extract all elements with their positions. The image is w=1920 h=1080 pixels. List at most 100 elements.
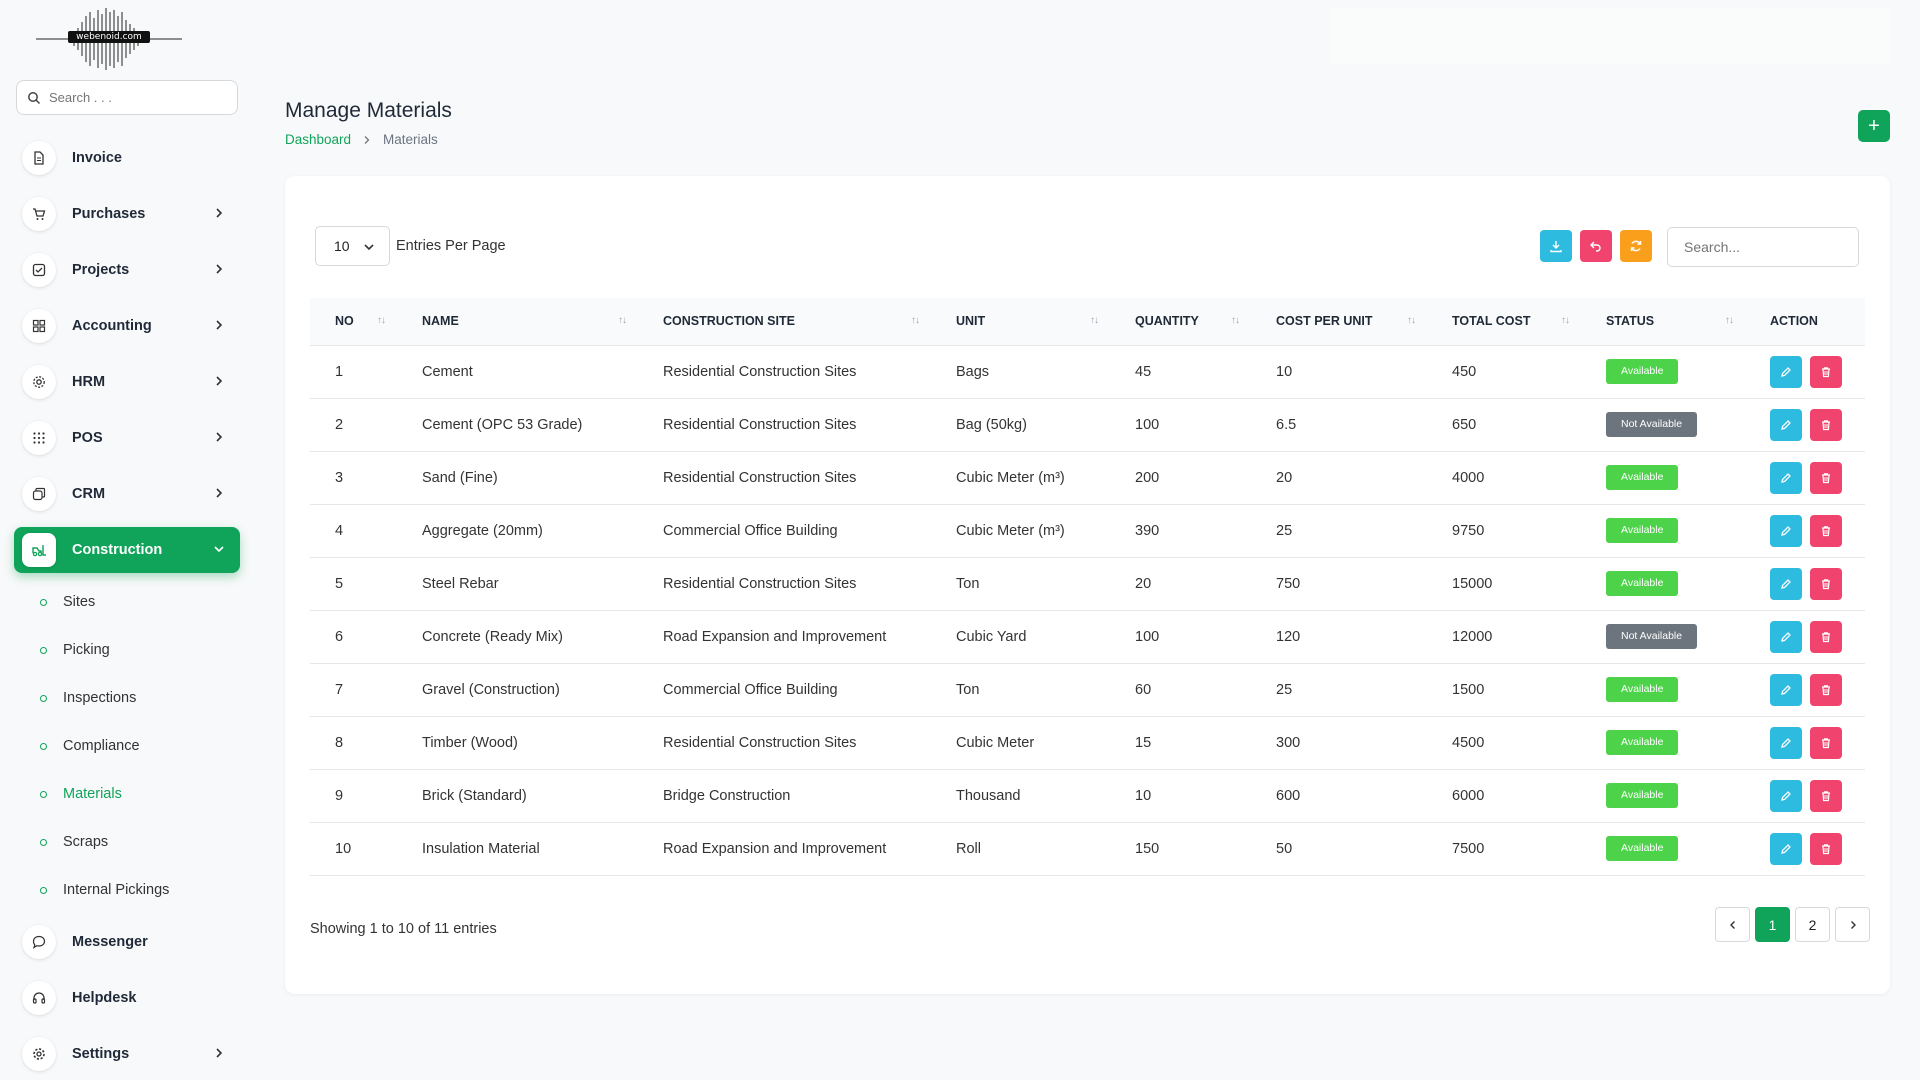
delete-button[interactable]: [1810, 567, 1842, 600]
pagination-prev-button[interactable]: [1715, 907, 1750, 942]
sort-icon: ↑↓: [1407, 315, 1416, 326]
add-material-button[interactable]: +: [1858, 110, 1890, 142]
delete-button[interactable]: [1810, 514, 1842, 547]
sidebar-item-purchases[interactable]: Purchases: [14, 191, 240, 237]
sidebar-search[interactable]: [16, 80, 238, 115]
col-status[interactable]: STATUS ↑↓: [1581, 298, 1745, 346]
sidebar-item-helpdesk[interactable]: Helpdesk: [14, 975, 240, 1021]
sidebar-item-label: Projects: [72, 262, 130, 278]
edit-button[interactable]: [1770, 620, 1802, 653]
cell-site: Residential Construction Sites: [638, 716, 931, 770]
cell-total-cost: 1500: [1427, 663, 1581, 717]
delete-button[interactable]: [1810, 620, 1842, 653]
pagination-next-button[interactable]: [1835, 907, 1870, 942]
col-no[interactable]: NO ↑↓: [310, 298, 397, 346]
breadcrumb-current: Materials: [383, 132, 438, 147]
sidebar-item-construction[interactable]: Construction: [14, 527, 240, 573]
submenu-item-compliance[interactable]: Compliance: [40, 732, 140, 760]
download-button[interactable]: [1540, 230, 1572, 262]
edit-button[interactable]: [1770, 461, 1802, 494]
sort-icon: ↑↓: [1090, 315, 1099, 326]
undo-button[interactable]: [1580, 230, 1612, 262]
cell-status: Available: [1581, 451, 1745, 505]
delete-button[interactable]: [1810, 355, 1842, 388]
edit-button[interactable]: [1770, 726, 1802, 759]
pagination-page-2[interactable]: 2: [1795, 907, 1830, 942]
entries-select[interactable]: 10: [315, 226, 390, 266]
cell-quantity: 150: [1110, 822, 1251, 876]
status-badge: Available: [1606, 677, 1679, 702]
edit-button[interactable]: [1770, 355, 1802, 388]
bullet-icon: [40, 742, 47, 750]
edit-button[interactable]: [1770, 408, 1802, 441]
bullet-icon: [40, 790, 47, 798]
col-total-cost[interactable]: TOTAL COST ↑↓: [1427, 298, 1581, 346]
edit-button[interactable]: [1770, 832, 1802, 865]
status-badge: Not Available: [1606, 624, 1698, 649]
col-construction-site[interactable]: CONSTRUCTION SITE ↑↓: [638, 298, 931, 346]
cell-no: 4: [310, 504, 397, 558]
cell-name: Gravel (Construction): [397, 663, 638, 717]
entries-per-page: 10 Entries Per Page: [315, 226, 506, 266]
pencil-icon: [1781, 578, 1791, 589]
submenu-item-scraps[interactable]: Scraps: [40, 828, 108, 856]
cart-icon: [33, 208, 46, 220]
submenu-item-materials[interactable]: Materials: [40, 780, 122, 808]
sidebar-item-label: HRM: [72, 374, 106, 390]
sidebar-item-projects[interactable]: Projects: [14, 247, 240, 293]
edit-button[interactable]: [1770, 673, 1802, 706]
cell-status: Available: [1581, 822, 1745, 876]
table-search-input[interactable]: [1667, 227, 1859, 267]
cell-status: Available: [1581, 557, 1745, 611]
sidebar-item-label: Invoice: [72, 150, 122, 166]
submenu-item-internal-pickings[interactable]: Internal Pickings: [40, 876, 169, 904]
refresh-button[interactable]: [1620, 230, 1652, 262]
delete-button[interactable]: [1810, 673, 1842, 706]
cell-no: 7: [310, 663, 397, 717]
cell-name: Cement (OPC 53 Grade): [397, 398, 638, 452]
submenu-item-picking[interactable]: Picking: [40, 636, 110, 664]
cell-cost-per-unit: 120: [1251, 610, 1427, 664]
sidebar-item-pos[interactable]: POS: [14, 415, 240, 461]
delete-button[interactable]: [1810, 461, 1842, 494]
refresh-icon: [1630, 240, 1642, 252]
cell-cost-per-unit: 300: [1251, 716, 1427, 770]
edit-button[interactable]: [1770, 779, 1802, 812]
col-cost-per-unit[interactable]: COST PER UNIT ↑↓: [1251, 298, 1427, 346]
headset-icon: [32, 992, 46, 1004]
status-badge: Available: [1606, 359, 1679, 384]
cell-quantity: 15: [1110, 716, 1251, 770]
breadcrumb-dashboard-link[interactable]: Dashboard: [285, 132, 352, 147]
delete-button[interactable]: [1810, 779, 1842, 812]
cell-quantity: 100: [1110, 610, 1251, 664]
sidebar-item-label: Messenger: [72, 934, 148, 950]
delete-button[interactable]: [1810, 832, 1842, 865]
col-unit[interactable]: UNIT ↑↓: [931, 298, 1110, 346]
sidebar-search-input[interactable]: [49, 90, 219, 105]
edit-button[interactable]: [1770, 514, 1802, 547]
sidebar-item-settings[interactable]: Settings: [14, 1031, 240, 1077]
chevron-right-icon: [216, 488, 223, 498]
trash-icon: [1822, 790, 1830, 801]
cell-action: [1745, 769, 1865, 823]
cell-status: Not Available: [1581, 398, 1745, 452]
sidebar-item-invoice[interactable]: Invoice: [14, 135, 240, 181]
cell-cost-per-unit: 750: [1251, 557, 1427, 611]
cell-action: [1745, 557, 1865, 611]
submenu-item-sites[interactable]: Sites: [40, 588, 95, 616]
sidebar-item-hrm[interactable]: HRM: [14, 359, 240, 405]
sidebar-item-crm[interactable]: CRM: [14, 471, 240, 517]
sidebar-item-messenger[interactable]: Messenger: [14, 919, 240, 965]
col-name[interactable]: NAME ↑↓: [397, 298, 638, 346]
pagination-page-1[interactable]: 1: [1755, 907, 1790, 942]
submenu-item-inspections[interactable]: Inspections: [40, 684, 136, 712]
delete-button[interactable]: [1810, 726, 1842, 759]
sort-icon: ↑↓: [911, 315, 920, 326]
delete-button[interactable]: [1810, 408, 1842, 441]
cell-no: 9: [310, 769, 397, 823]
col-quantity[interactable]: QUANTITY ↑↓: [1110, 298, 1251, 346]
chevron-right-icon: [1850, 920, 1856, 929]
cell-name: Concrete (Ready Mix): [397, 610, 638, 664]
sidebar-item-accounting[interactable]: Accounting: [14, 303, 240, 349]
edit-button[interactable]: [1770, 567, 1802, 600]
